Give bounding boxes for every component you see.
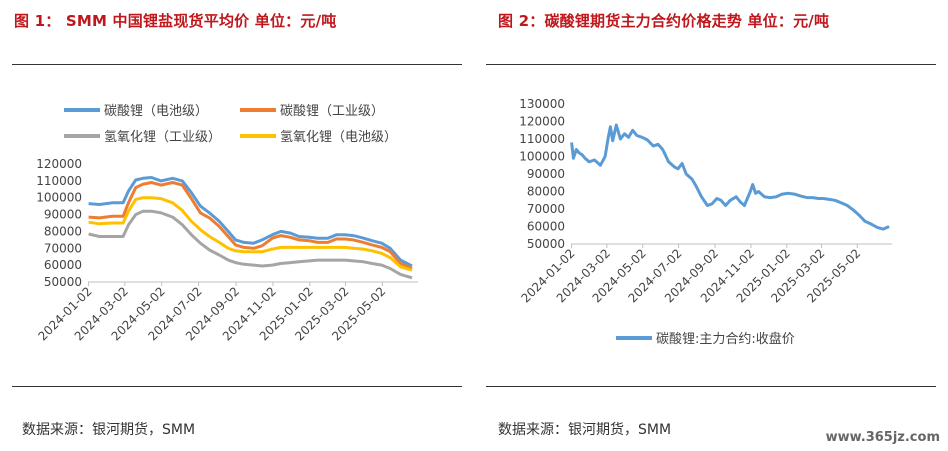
bottom-rule-2	[486, 386, 936, 387]
y-tick-label: 100000	[519, 150, 565, 164]
legend-label: 氢氧化锂（电池级）	[280, 130, 397, 145]
y-tick-label: 90000	[44, 208, 82, 222]
source-note-2: 数据来源：银河期货，SMM	[498, 422, 672, 438]
y-tick-label: 70000	[527, 202, 565, 216]
y-tick-label: 110000	[36, 174, 82, 188]
y-tick-label: 130000	[519, 97, 565, 111]
chart-2-svg: 50000 60000 70000 80000 90000 100000 110000 120…	[518, 97, 892, 347]
series-line	[88, 196, 413, 272]
top-rule-2	[486, 64, 936, 65]
y-tick-label: 50000	[44, 275, 82, 289]
y-tick-label: 110000	[519, 132, 565, 146]
y-tick-label: 50000	[527, 237, 565, 251]
y-tick-label: 100000	[36, 191, 82, 205]
legend-label: 碳酸锂（工业级）	[280, 104, 384, 119]
bottom-rule-1	[12, 386, 462, 387]
y-tick-label: 60000	[527, 220, 565, 234]
y-tick-label: 90000	[527, 167, 565, 181]
y-tick-label: 120000	[519, 115, 565, 129]
series-line	[570, 123, 890, 231]
legend-label: 碳酸锂（电池级）	[104, 104, 208, 119]
legend-label: 氢氧化锂（工业级）	[104, 130, 221, 145]
y-tick-label: 60000	[44, 258, 82, 272]
legend-label: 碳酸锂:主力合约:收盘价	[656, 331, 795, 347]
series-line	[88, 176, 413, 268]
y-tick-label: 120000	[36, 157, 82, 171]
y-tick-label: 80000	[527, 185, 565, 199]
source-note-1: 数据来源：银河期货，SMM	[22, 422, 196, 438]
watermark: www.365jz.com	[825, 430, 940, 445]
series-line	[88, 209, 413, 280]
y-tick-label: 80000	[44, 224, 82, 238]
top-rule-1	[12, 64, 462, 65]
chart-title-2: 图 2：碳酸锂期货主力合约价格走势 单位：元/吨	[498, 12, 830, 30]
chart-title-1: 图 1： SMM 中国锂盐现货平均价 单位：元/吨	[14, 12, 337, 30]
series-line	[88, 181, 413, 270]
chart-1-svg: 50000 60000 70000 80000 90000 100000 110000 120…	[36, 104, 418, 343]
chart-panel-2: 图 2：碳酸锂期货主力合约价格走势 单位：元/吨 50000 60000 70000…	[474, 0, 948, 451]
chart-panel-1: 图 1： SMM 中国锂盐现货平均价 单位：元/吨 50000 60000 7000…	[12, 12, 462, 438]
y-tick-label: 70000	[44, 241, 82, 255]
